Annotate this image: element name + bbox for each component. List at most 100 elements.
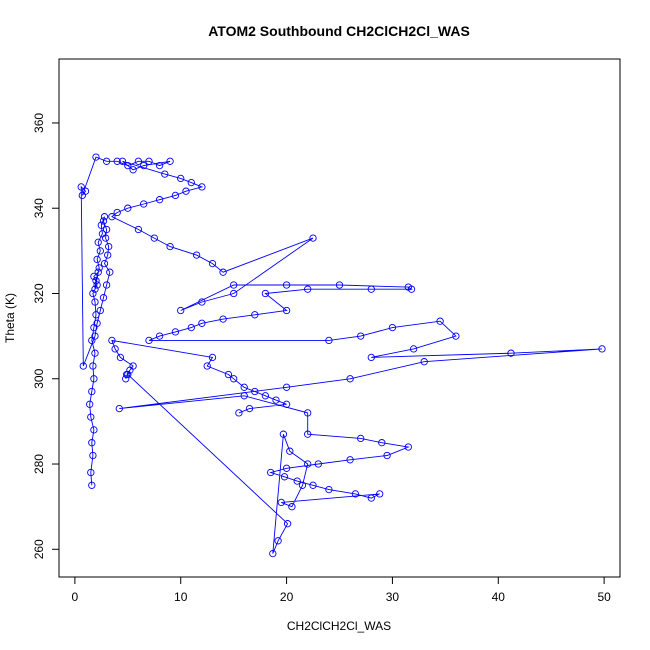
data-point	[357, 332, 365, 340]
data-point	[277, 498, 285, 507]
data-point	[272, 396, 280, 404]
data-point	[282, 464, 291, 472]
data-point	[87, 413, 95, 421]
data-point	[113, 208, 121, 217]
data-point	[198, 319, 206, 327]
data-point	[230, 281, 238, 289]
data-point	[118, 157, 127, 165]
data-point	[89, 362, 97, 370]
data-point	[274, 537, 282, 545]
series-line	[80, 156, 603, 554]
data-point	[88, 387, 96, 396]
data-point	[245, 404, 254, 413]
data-point	[198, 183, 206, 191]
data-point	[251, 387, 259, 396]
data-point	[102, 157, 111, 165]
data-point	[102, 225, 111, 234]
data-point	[91, 285, 99, 293]
data-point	[351, 490, 360, 498]
data-point	[240, 383, 248, 391]
data-point	[95, 264, 103, 272]
y-tick-label: 360	[32, 113, 46, 133]
data-point	[150, 234, 158, 242]
data-point	[102, 281, 111, 289]
data-point	[230, 289, 238, 298]
data-point	[86, 400, 94, 408]
data-point	[409, 345, 418, 353]
y-tick-label: 280	[32, 454, 46, 474]
data-point	[304, 460, 312, 468]
data-point	[171, 328, 180, 336]
data-point	[155, 161, 164, 170]
data-point	[283, 520, 292, 528]
y-tick-label: 300	[32, 368, 46, 388]
data-point	[280, 473, 289, 481]
data-point	[88, 481, 96, 489]
data-point	[309, 234, 317, 242]
data-point	[177, 306, 185, 315]
data-point	[99, 294, 108, 302]
data-point	[261, 392, 270, 400]
data-point	[122, 375, 130, 383]
data-point	[335, 281, 344, 289]
data-point	[304, 409, 312, 417]
data-point	[208, 259, 217, 268]
data-point	[97, 221, 105, 229]
data-point	[93, 281, 101, 289]
data-point	[298, 481, 307, 489]
x-axis-label: CH2ClCH2Cl_WAS	[287, 619, 391, 633]
data-point	[87, 468, 95, 477]
data-point	[346, 456, 354, 464]
data-point	[77, 183, 85, 191]
x-tick-label: 10	[174, 590, 188, 604]
data-point	[134, 157, 143, 165]
x-tick-label: 20	[280, 590, 294, 604]
data-point	[155, 332, 164, 340]
data-point	[134, 225, 143, 234]
data-point	[78, 191, 86, 200]
data-point	[346, 375, 354, 383]
y-axis: 260 280 300 320 340 360	[32, 113, 60, 559]
data-point	[235, 409, 243, 417]
data-point	[187, 178, 195, 187]
data-point	[100, 259, 109, 268]
data-point	[108, 336, 116, 345]
data-point	[123, 370, 131, 379]
data-point	[124, 161, 132, 170]
data-point	[304, 285, 312, 293]
data-point	[88, 439, 96, 447]
data-point	[279, 430, 288, 438]
data-point	[100, 213, 109, 221]
data-point	[92, 277, 100, 285]
y-axis-label: Theta (K)	[3, 293, 17, 343]
data-point	[187, 323, 195, 332]
data-point	[91, 349, 99, 357]
data-point	[108, 213, 116, 221]
data-point	[115, 404, 123, 413]
data-point	[91, 332, 99, 340]
data-point	[166, 157, 174, 165]
data-point	[203, 362, 211, 370]
data-point	[129, 166, 137, 174]
data-point	[383, 451, 391, 460]
chart-title: ATOM2 Southbound CH2ClCH2Cl_WAS	[208, 23, 470, 39]
data-point	[90, 272, 98, 281]
data-point	[92, 311, 100, 319]
data-point	[113, 157, 121, 165]
y-tick-label: 320	[32, 283, 46, 303]
data-point	[171, 191, 180, 200]
data-point	[116, 353, 125, 362]
data-point	[145, 157, 153, 165]
data-point	[94, 238, 102, 246]
data-point	[598, 345, 606, 353]
data-point	[92, 153, 100, 161]
data-point	[155, 196, 164, 204]
data-point	[357, 434, 365, 443]
data-point	[269, 549, 277, 558]
data-point	[367, 285, 375, 293]
data-point	[436, 317, 444, 325]
data-point	[93, 319, 101, 327]
x-tick-label: 40	[492, 590, 506, 604]
data-point	[104, 251, 112, 259]
